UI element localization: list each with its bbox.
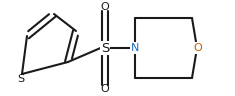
- Text: O: O: [193, 43, 202, 53]
- Text: O: O: [101, 84, 109, 94]
- Text: N: N: [131, 43, 139, 53]
- Text: S: S: [17, 74, 25, 84]
- Text: O: O: [101, 2, 109, 12]
- Text: S: S: [101, 41, 109, 55]
